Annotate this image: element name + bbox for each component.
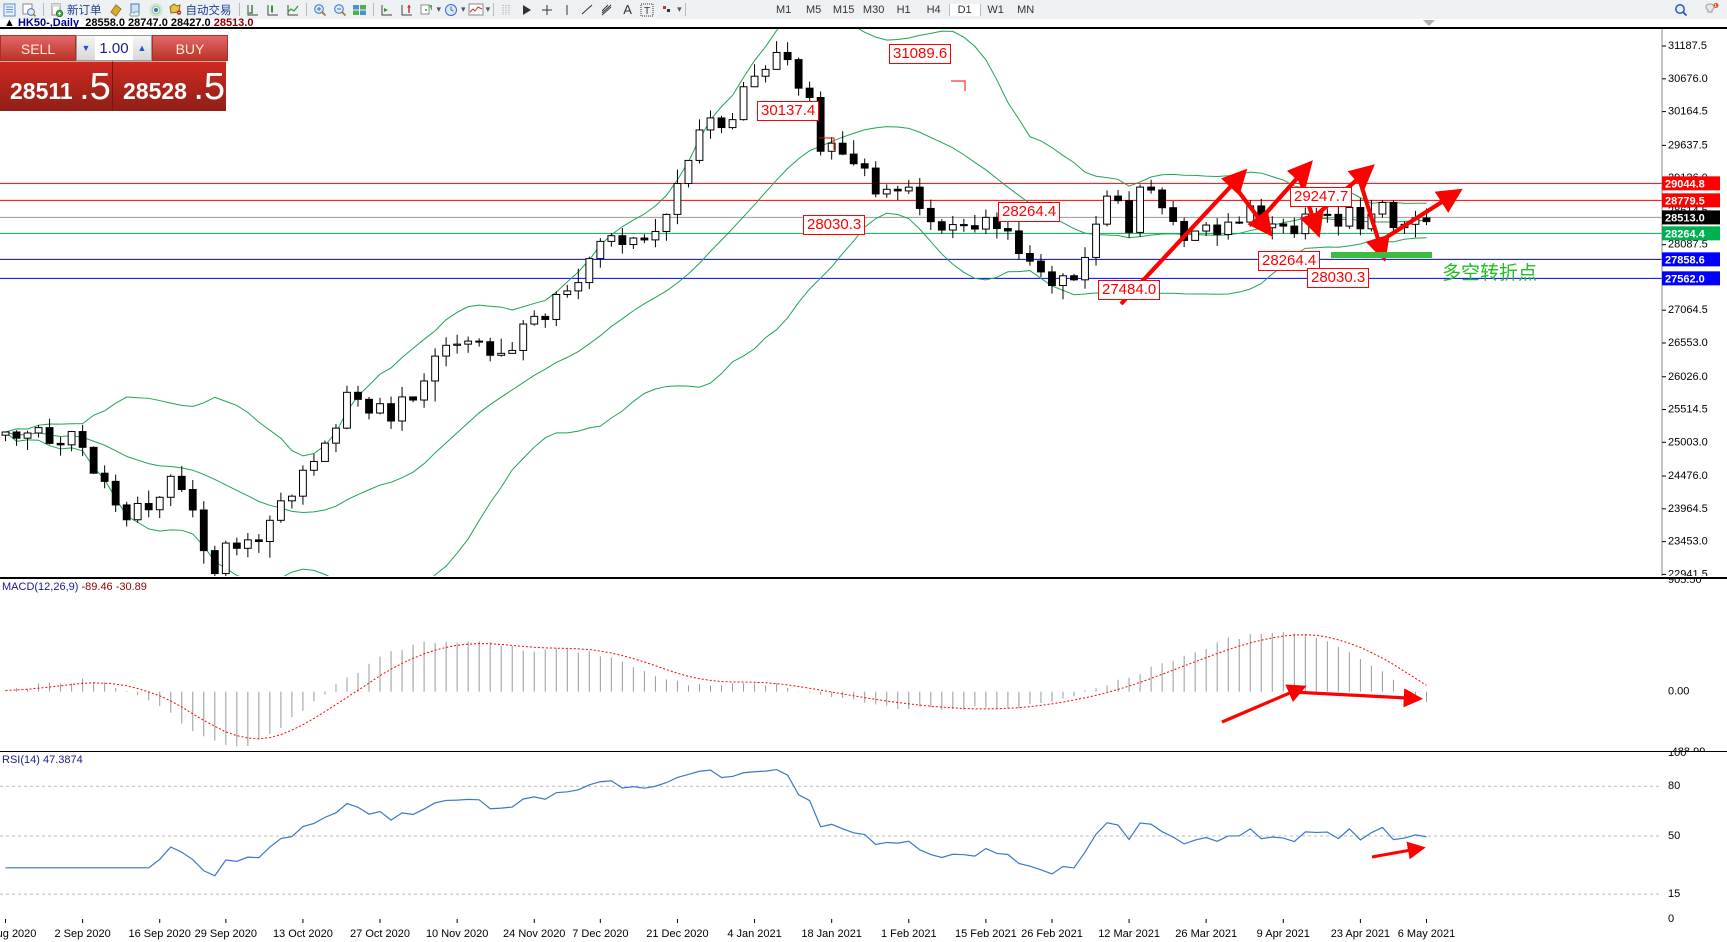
svg-text:T: T bbox=[644, 6, 650, 17]
